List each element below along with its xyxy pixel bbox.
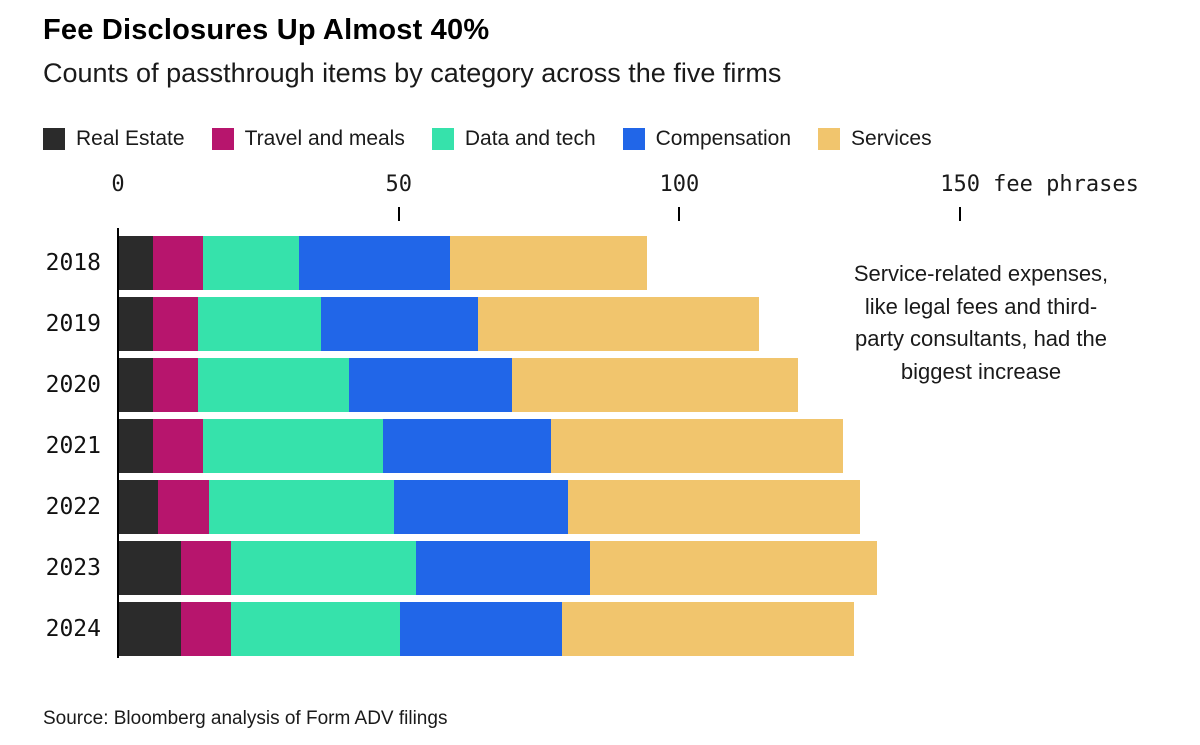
legend-swatch <box>43 128 65 150</box>
bar-segment-travel-and-meals <box>180 602 232 656</box>
y-axis-label-2023: 2023 <box>45 555 101 581</box>
chart-title: Fee Disclosures Up Almost 40% <box>43 14 490 46</box>
bar-segment-compensation <box>416 541 591 595</box>
legend-item-real-estate: Real Estate <box>43 127 185 151</box>
bar-segment-services <box>590 541 877 595</box>
bar-segment-real-estate <box>119 602 181 656</box>
bar-row-2020 <box>119 358 799 412</box>
bar-segment-real-estate <box>119 541 181 595</box>
chart-annotation: Service-related expenses, like legal fee… <box>853 261 1109 384</box>
bar-segment-data-and-tech <box>203 419 383 473</box>
bar-segment-services <box>450 236 647 290</box>
source-note: Source: Bloomberg analysis of Form ADV f… <box>43 708 448 729</box>
y-axis-label-2020: 2020 <box>45 372 101 398</box>
bar-row-2021 <box>119 419 844 473</box>
bar-row-2019 <box>119 297 759 351</box>
legend-swatch <box>431 128 454 150</box>
bar-segment-travel-and-meals <box>152 419 204 473</box>
bar-segment-real-estate <box>119 480 159 534</box>
legend-item-services: Services <box>818 127 932 151</box>
legend-swatch <box>211 128 234 150</box>
bar-segment-compensation <box>298 236 451 290</box>
y-axis-line <box>117 228 119 658</box>
bar-segment-services <box>562 602 855 656</box>
bar-segment-compensation <box>349 358 512 412</box>
bar-row-2022 <box>119 480 860 534</box>
x-axis-tick-label: 50 <box>385 172 412 197</box>
bar-segment-travel-and-meals <box>152 236 204 290</box>
x-axis-tick-mark <box>959 207 961 221</box>
bar-segment-travel-and-meals <box>180 541 232 595</box>
bar-segment-data-and-tech <box>197 297 322 351</box>
bar-segment-data-and-tech <box>208 480 395 534</box>
x-axis-tick-mark <box>678 207 681 221</box>
bar-row-2023 <box>119 541 877 595</box>
legend-item-travel-and-meals: Travel and meals <box>211 127 405 151</box>
legend-label: Services <box>851 127 932 150</box>
chart-subtitle: Counts of passthrough items by category … <box>43 58 782 88</box>
x-axis-tick-label: 150 fee phrases <box>940 172 1139 197</box>
bar-row-2018 <box>119 236 647 290</box>
bar-segment-real-estate <box>119 358 153 412</box>
legend-label: Data and tech <box>464 127 596 150</box>
x-axis-tick-mark <box>397 207 400 221</box>
bar-segment-services <box>511 358 799 412</box>
y-axis-label-2024: 2024 <box>45 616 101 642</box>
bar-segment-services <box>568 480 860 534</box>
bar-row-2024 <box>119 602 855 656</box>
bar-segment-data-and-tech <box>197 358 350 412</box>
legend: Real Estate Travel and meals Data and tech… <box>43 127 932 151</box>
bar-segment-real-estate <box>119 419 153 473</box>
bar-segment-compensation <box>399 602 563 656</box>
legend-label: Compensation <box>655 127 792 150</box>
bar-segment-data-and-tech <box>231 602 400 656</box>
x-axis-tick-label: 0 <box>111 172 125 197</box>
legend-label: Travel and meals <box>244 127 405 150</box>
legend-label: Real Estate <box>76 127 185 150</box>
bar-segment-services <box>551 419 844 473</box>
legend-swatch <box>818 128 841 150</box>
y-axis-label-2021: 2021 <box>45 433 101 459</box>
bar-segment-travel-and-meals <box>158 480 209 534</box>
y-axis-label-2019: 2019 <box>45 311 101 337</box>
bar-segment-real-estate <box>119 297 153 351</box>
x-axis-tick-label: 100 <box>659 172 700 197</box>
bar-segment-travel-and-meals <box>152 297 198 351</box>
legend-item-compensation: Compensation <box>622 127 792 151</box>
bar-segment-data-and-tech <box>203 236 299 290</box>
y-axis-label-2022: 2022 <box>45 494 101 520</box>
bar-segment-services <box>478 297 759 351</box>
legend-swatch <box>622 128 645 150</box>
legend-item-data-and-tech: Data and tech <box>431 127 596 151</box>
bar-segment-compensation <box>394 480 569 534</box>
bar-segment-data-and-tech <box>231 541 417 595</box>
bar-segment-real-estate <box>119 236 153 290</box>
y-axis-label-2018: 2018 <box>45 250 101 276</box>
bar-segment-travel-and-meals <box>152 358 198 412</box>
bar-segment-compensation <box>321 297 479 351</box>
bar-segment-compensation <box>382 419 552 473</box>
